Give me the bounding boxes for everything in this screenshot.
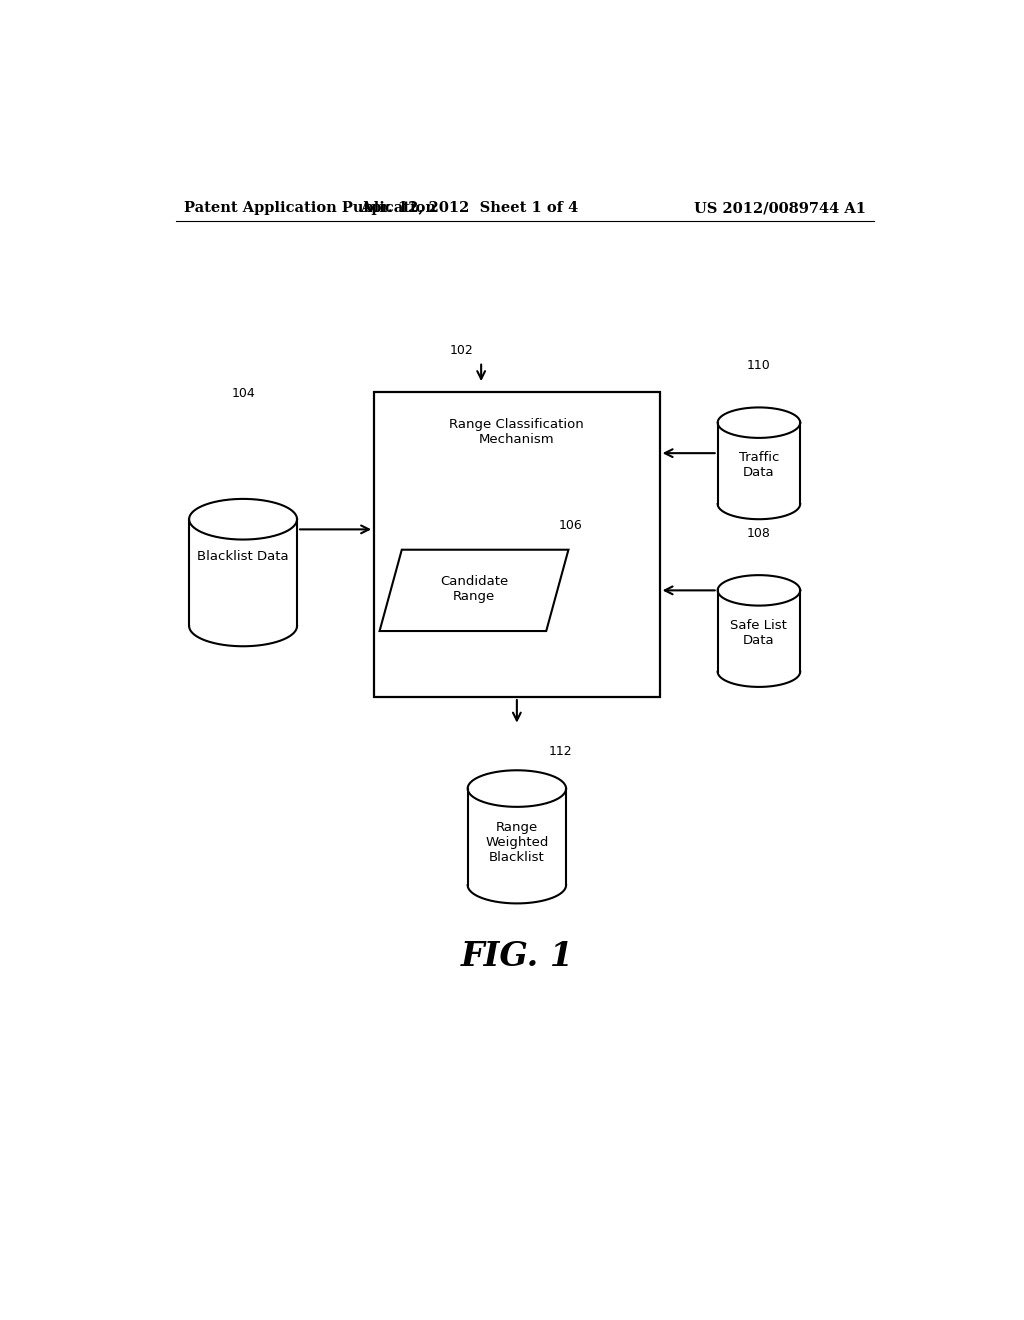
Text: Blacklist Data: Blacklist Data xyxy=(198,549,289,562)
Polygon shape xyxy=(380,549,568,631)
Text: Patent Application Publication: Patent Application Publication xyxy=(183,201,435,215)
Text: 106: 106 xyxy=(559,520,583,532)
Polygon shape xyxy=(468,788,566,886)
Text: 102: 102 xyxy=(450,343,473,356)
Text: US 2012/0089744 A1: US 2012/0089744 A1 xyxy=(694,201,866,215)
Text: Safe List
Data: Safe List Data xyxy=(730,619,787,647)
Text: 104: 104 xyxy=(231,387,255,400)
Polygon shape xyxy=(189,519,297,626)
Text: 108: 108 xyxy=(746,527,771,540)
Text: FIG. 1: FIG. 1 xyxy=(461,940,573,973)
FancyBboxPatch shape xyxy=(374,392,659,697)
Text: Traffic
Data: Traffic Data xyxy=(738,451,779,479)
Text: 110: 110 xyxy=(748,359,771,372)
Text: 112: 112 xyxy=(549,744,572,758)
Polygon shape xyxy=(718,408,800,438)
Polygon shape xyxy=(718,576,800,606)
Text: Range Classification
Mechanism: Range Classification Mechanism xyxy=(450,417,585,446)
Text: Range
Weighted
Blacklist: Range Weighted Blacklist xyxy=(485,821,549,865)
Polygon shape xyxy=(718,590,800,672)
Polygon shape xyxy=(718,422,800,504)
Polygon shape xyxy=(189,499,297,540)
Polygon shape xyxy=(468,771,566,807)
Text: Candidate
Range: Candidate Range xyxy=(440,576,508,603)
Text: Apr. 12, 2012  Sheet 1 of 4: Apr. 12, 2012 Sheet 1 of 4 xyxy=(360,201,579,215)
